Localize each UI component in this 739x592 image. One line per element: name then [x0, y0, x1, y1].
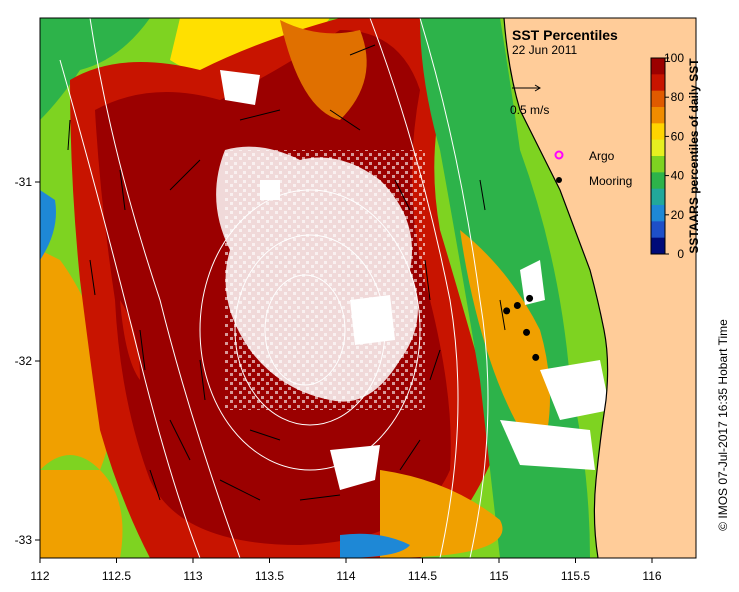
- mooring-legend-symbol: [556, 177, 562, 183]
- west-red-streak: [120, 300, 140, 380]
- velocity-vectors: [67, 44, 506, 501]
- colorbar-block: [651, 188, 665, 206]
- colorbar-block: [651, 221, 665, 239]
- x-tick-label: 114.5: [408, 569, 437, 583]
- y-tick-label: -32: [15, 354, 33, 368]
- map-date: 22 Jun 2011: [512, 43, 577, 57]
- ssh-contours: [59, 18, 489, 558]
- land-mass: [504, 18, 696, 558]
- velocity-scale-label: 0.5 m/s: [510, 103, 549, 117]
- colorbar-block: [651, 156, 665, 173]
- argo-legend-symbol: [554, 150, 564, 160]
- colorbar-title: SSTAARS percentiles of daily SST: [687, 58, 701, 254]
- mooring-marker: [526, 294, 534, 302]
- mooring-marker: [523, 328, 531, 336]
- y-tick-label: -33: [15, 533, 33, 547]
- cloud-speckle: [225, 150, 425, 410]
- colorbar-block: [651, 90, 665, 108]
- west-blue-patch: [40, 190, 56, 260]
- x-tick-label: 116: [642, 569, 661, 583]
- x-tick-label: 113.5: [255, 569, 284, 583]
- x-tick-label: 114: [336, 569, 355, 583]
- colorbar-blocks: [651, 58, 665, 255]
- map-title: SST Percentiles: [512, 27, 618, 43]
- colorbar-tick-label: 0: [677, 247, 684, 261]
- x-tick-label: 112.5: [102, 569, 131, 583]
- mooring-marker: [503, 307, 511, 315]
- west-amber-pool: [40, 250, 114, 470]
- mooring-marker: [513, 302, 521, 310]
- colorbar-block: [651, 123, 665, 141]
- x-tick-label: 113: [183, 569, 202, 583]
- colorbar-block: [651, 139, 665, 157]
- colorbar-tick-label: 40: [671, 169, 685, 183]
- x-tick-label: 115: [489, 569, 508, 583]
- x-tick-label: 115.5: [561, 569, 590, 583]
- south-amber-patch: [380, 470, 503, 558]
- colorbar-tick-label: 60: [671, 129, 685, 143]
- y-axis-ticks: -31 -32 -33: [15, 175, 40, 547]
- south-blue-patch: [340, 533, 410, 558]
- plot-frame: [39, 17, 697, 559]
- y-tick-label: -31: [15, 175, 33, 189]
- colorbar-block: [651, 74, 665, 92]
- plot-area: [40, 18, 696, 558]
- colorbar-block: [651, 205, 665, 222]
- sw-amber-patch: [40, 470, 123, 558]
- nw-green-patch: [40, 18, 150, 120]
- mooring-marker: [532, 353, 540, 361]
- colorbar-block: [651, 58, 665, 75]
- velocity-scale-arrowhead: [534, 84, 541, 92]
- colorbar-block: [651, 107, 665, 124]
- colorbar-block: [651, 237, 665, 255]
- colorbar-tick-label: 20: [671, 208, 685, 222]
- coastline: [503, 18, 609, 558]
- colorbar-frame: [650, 57, 666, 255]
- colorbar-ticks: 100 80 60 40 20 0: [664, 51, 684, 261]
- velocity-scale: 0.5 m/s: [510, 84, 549, 117]
- colorbar-tick-label: 80: [671, 90, 685, 104]
- marker-legend: Argo Mooring: [554, 149, 632, 188]
- x-axis-ticks: 112 112.5 113 113.5 114 114.5 115 115.5 116: [30, 558, 662, 583]
- argo-legend-label: Argo: [589, 149, 615, 163]
- colorbar-tick-label: 100: [664, 51, 684, 65]
- mooring-legend-label: Mooring: [589, 174, 632, 188]
- x-tick-label: 112: [30, 569, 49, 583]
- mooring-markers: [503, 294, 540, 361]
- imos-credit: © IMOS 07-Jul-2017 16:35 Hobart Time: [716, 319, 730, 531]
- shelf-amber-patch: [460, 230, 550, 460]
- colorbar: 100 80 60 40 20 0 SSTAARS percentiles of dail…: [650, 51, 701, 261]
- colorbar-block: [651, 172, 665, 190]
- north-orange-patch: [280, 20, 367, 120]
